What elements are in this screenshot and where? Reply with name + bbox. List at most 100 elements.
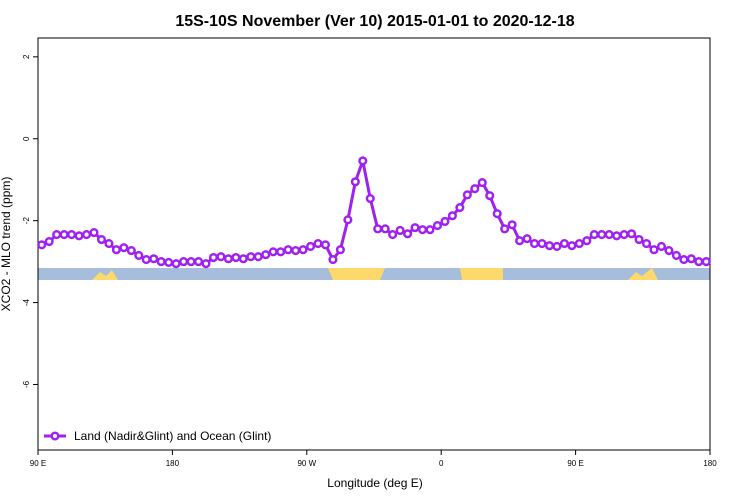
data-point bbox=[358, 156, 368, 166]
data-point bbox=[388, 230, 398, 240]
data-point bbox=[238, 254, 248, 264]
data-point bbox=[164, 257, 174, 267]
data-point bbox=[343, 215, 353, 225]
data-point bbox=[507, 220, 517, 230]
data-point bbox=[694, 257, 704, 267]
data-point bbox=[627, 229, 637, 239]
data-point bbox=[119, 243, 129, 253]
data-point bbox=[440, 216, 450, 227]
data-point bbox=[701, 257, 711, 267]
data-point bbox=[126, 246, 136, 256]
data-point bbox=[67, 230, 77, 240]
data-point bbox=[544, 241, 555, 251]
data-point bbox=[470, 184, 480, 194]
data-point bbox=[111, 245, 121, 255]
data-point bbox=[305, 241, 316, 252]
data-point bbox=[619, 230, 629, 240]
data-point bbox=[649, 245, 659, 255]
y-tick-label: -2 bbox=[22, 217, 31, 225]
x-tick-label: 180 bbox=[166, 459, 180, 468]
x-tick-label: 90 W bbox=[297, 459, 316, 468]
data-point bbox=[44, 236, 54, 247]
data-point bbox=[134, 250, 144, 261]
data-point bbox=[671, 250, 681, 261]
data-point bbox=[552, 241, 562, 252]
data-point bbox=[537, 239, 547, 249]
data-point bbox=[574, 239, 584, 249]
data-point bbox=[380, 224, 390, 234]
data-point bbox=[515, 236, 525, 246]
data-point bbox=[141, 255, 151, 265]
data-point bbox=[253, 252, 263, 262]
data-point bbox=[186, 257, 196, 267]
land-strip bbox=[92, 270, 118, 280]
chart-title: 15S-10S November (Ver 10) 2015-01-01 to … bbox=[175, 13, 574, 30]
plot-frame bbox=[37, 37, 711, 451]
legend-label: Land (Nadir&Glint) and Ocean (Glint) bbox=[74, 429, 271, 443]
y-tick-label: -4 bbox=[22, 298, 31, 306]
land-strip bbox=[628, 268, 658, 280]
x-tick-label: 0 bbox=[439, 459, 444, 468]
data-point bbox=[664, 246, 674, 256]
data-point bbox=[52, 230, 62, 240]
data-point bbox=[283, 245, 293, 255]
data-point bbox=[686, 254, 696, 264]
data-point bbox=[59, 230, 69, 240]
data-point bbox=[559, 239, 569, 249]
data-point bbox=[104, 239, 114, 249]
x-tick-label: 90 E bbox=[30, 459, 46, 468]
data-point bbox=[350, 177, 360, 187]
data-point bbox=[365, 193, 375, 204]
data-point bbox=[223, 254, 233, 264]
data-point bbox=[313, 239, 323, 249]
data-point bbox=[268, 247, 278, 257]
data-point bbox=[193, 257, 204, 267]
data-point bbox=[171, 259, 181, 269]
data-point bbox=[81, 230, 92, 240]
data-point bbox=[492, 209, 502, 219]
data-point bbox=[276, 247, 286, 257]
data-point bbox=[395, 225, 405, 236]
y-tick-label: 0 bbox=[22, 136, 31, 141]
data-point bbox=[89, 227, 99, 238]
data-point bbox=[179, 257, 189, 267]
data-point bbox=[656, 241, 667, 252]
data-point bbox=[298, 245, 308, 255]
data-point bbox=[216, 252, 226, 262]
data-point bbox=[432, 221, 443, 231]
data-point bbox=[335, 245, 345, 255]
data-point bbox=[589, 230, 599, 240]
data-point bbox=[246, 252, 256, 262]
data-point bbox=[231, 252, 241, 263]
data-point bbox=[522, 234, 532, 244]
land-strip bbox=[328, 268, 385, 280]
data-point bbox=[582, 236, 592, 246]
series-line bbox=[41, 155, 707, 266]
data-point bbox=[261, 250, 271, 260]
land-strip bbox=[460, 268, 503, 280]
legend-marker bbox=[50, 431, 60, 441]
data-point bbox=[201, 259, 211, 269]
data-point bbox=[403, 229, 413, 239]
data-point bbox=[462, 190, 472, 200]
y-tick-label: -6 bbox=[22, 380, 31, 388]
data-point bbox=[597, 230, 607, 240]
data-point bbox=[447, 211, 457, 221]
data-point bbox=[634, 234, 644, 245]
data-point bbox=[208, 252, 219, 263]
data-point bbox=[74, 231, 84, 241]
data-point bbox=[477, 178, 487, 188]
data-point bbox=[373, 224, 383, 234]
data-point bbox=[410, 223, 420, 233]
data-point bbox=[96, 234, 107, 245]
y-tick-label: 2 bbox=[22, 54, 31, 59]
data-point bbox=[604, 230, 614, 240]
data-point bbox=[567, 241, 577, 251]
data-point bbox=[679, 255, 689, 265]
data-point bbox=[328, 255, 338, 265]
data-point bbox=[455, 203, 465, 213]
data-point bbox=[500, 224, 510, 234]
x-tick-label: 90 E bbox=[567, 459, 583, 468]
data-point bbox=[641, 239, 652, 249]
